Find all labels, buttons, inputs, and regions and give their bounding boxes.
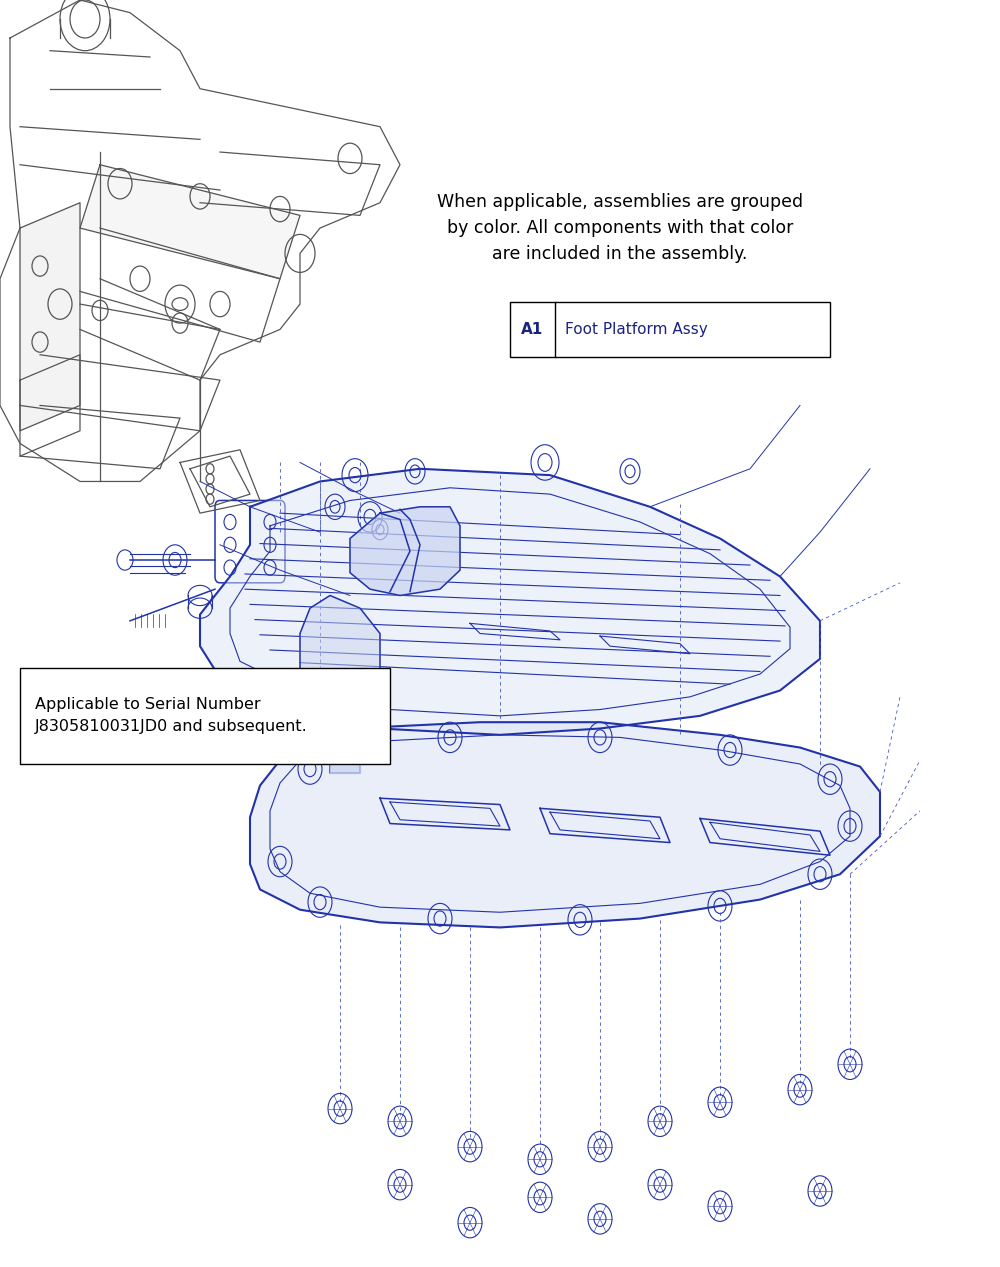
- Bar: [20, 668, 390, 764]
- Text: When applicable, assemblies are grouped
by color. All components with that color: When applicable, assemblies are grouped …: [437, 193, 803, 264]
- Polygon shape: [330, 710, 360, 773]
- Polygon shape: [350, 507, 460, 595]
- Polygon shape: [300, 595, 380, 710]
- Polygon shape: [80, 165, 300, 279]
- Bar: [510, 302, 830, 357]
- Polygon shape: [250, 722, 880, 927]
- Text: A1: A1: [521, 322, 543, 337]
- Text: Applicable to Serial Number
J8305810031JD0 and subsequent.: Applicable to Serial Number J8305810031J…: [35, 697, 308, 735]
- Polygon shape: [200, 469, 820, 735]
- Text: Foot Platform Assy: Foot Platform Assy: [565, 322, 708, 337]
- Polygon shape: [20, 203, 80, 431]
